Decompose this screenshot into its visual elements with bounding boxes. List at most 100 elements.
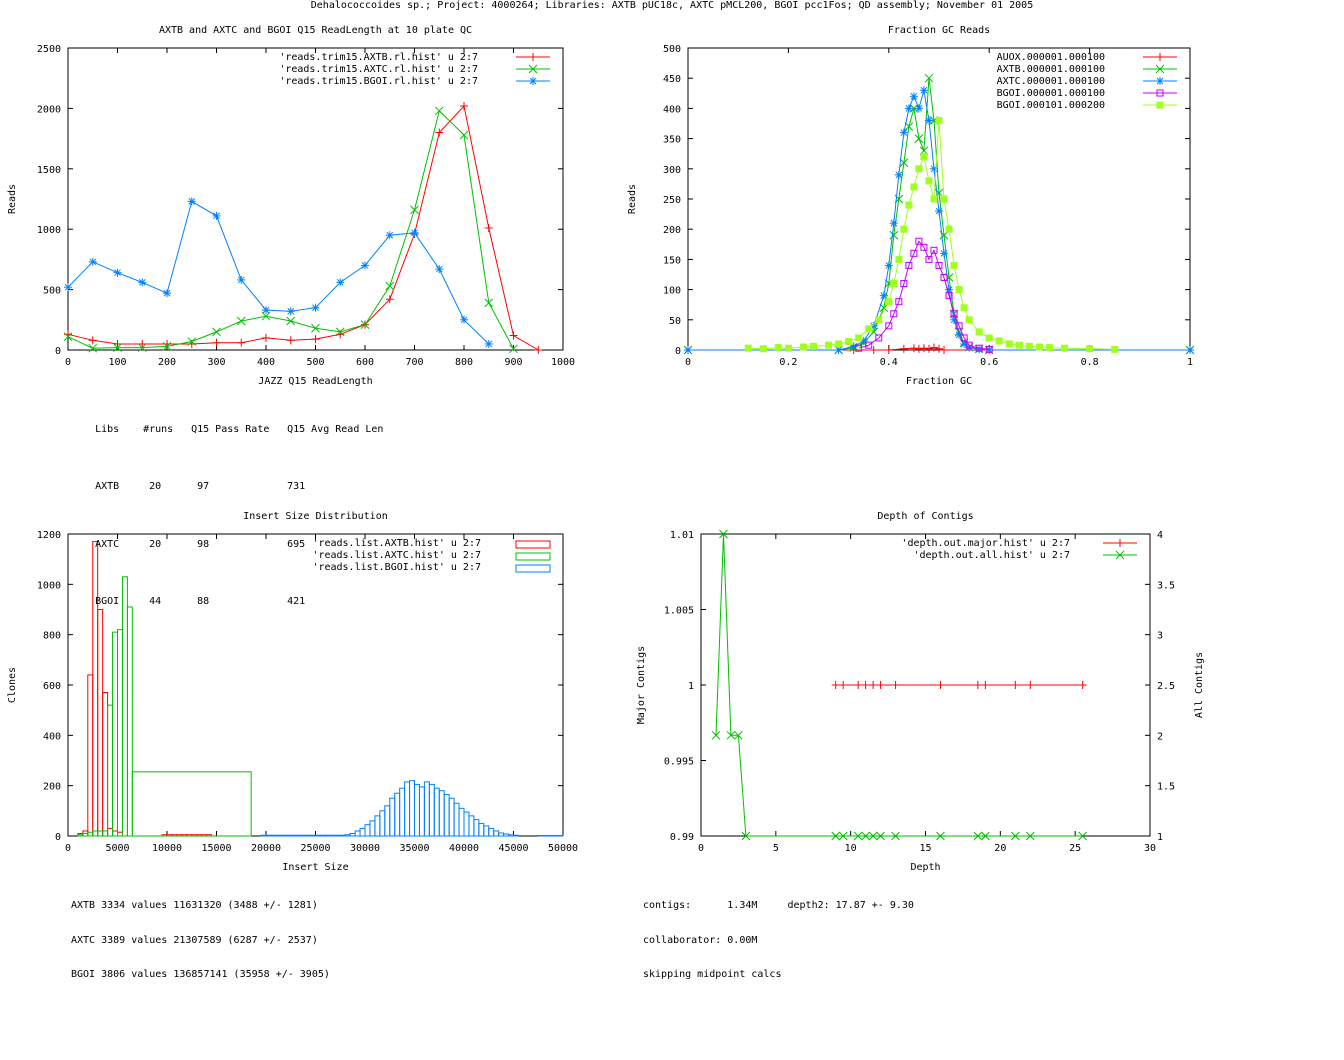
- chart2-series-4-point: [855, 344, 863, 352]
- chart4-series-1-point: [869, 681, 878, 689]
- chart2-series-4-point-box: [905, 261, 913, 269]
- chart3-series-3-bar: [473, 819, 480, 837]
- chart4-xtick-label: 20: [994, 843, 1006, 854]
- chart2-series-4-point-box: [975, 344, 983, 352]
- chart2-ytick-label: 150: [663, 255, 681, 266]
- chart2-series-3-legend-marker: [1156, 77, 1164, 85]
- chart1-series-3-point-d2: [287, 307, 295, 315]
- chart4-series-2-point: [973, 831, 983, 841]
- chart2-series-3-point: [884, 261, 893, 270]
- chart2-xlabel: Fraction GC: [906, 376, 972, 387]
- chart4-ylabel: Major Contigs: [636, 646, 647, 724]
- chart4-y2tick-label: 1.5: [1157, 782, 1175, 793]
- chart1-series-3-point-d2: [386, 231, 394, 239]
- chart1-series-2-point-d2: [137, 343, 147, 352]
- chart3-series-3-bar: [379, 810, 386, 837]
- chart2-series-5-point-box: [1061, 344, 1068, 352]
- chart2-series-5-point: [1061, 344, 1068, 352]
- chart4-xtick-label: 10: [845, 843, 857, 854]
- chart3-series-3-bar: [349, 832, 356, 837]
- chart3-series-1-bar: [97, 609, 104, 837]
- chart2-series-5-point-box: [890, 280, 898, 288]
- chart4-xlabel: Depth: [910, 862, 940, 873]
- chart3-title: Insert Size Distribution: [243, 511, 388, 522]
- chart1-series-2-point: [410, 205, 419, 215]
- chart2-series-2-point: [889, 230, 899, 240]
- chart2-series-4-point-box: [855, 344, 863, 352]
- chart2-series-2-point: [899, 158, 909, 168]
- chart2-series-5-point: [810, 342, 817, 350]
- chart3-series-3-bar: [414, 783, 420, 837]
- chart3-series-1-legend-swatch: [515, 540, 551, 549]
- chart3-series-3-bar: [285, 834, 292, 837]
- chart3-series-3-legend-swatch: [515, 564, 551, 573]
- chart2-series-5-point-box: [1035, 343, 1043, 351]
- depth-stats: contigs: 1.34M depth2: 17.87 +- 9.30 col…: [643, 877, 914, 992]
- chart4-series-2-point: [838, 831, 848, 841]
- chart4-ytick-label: 0.99: [670, 832, 694, 843]
- chart3-xlabel: Insert Size: [282, 862, 348, 873]
- chart1-series-3-point-d2: [138, 278, 146, 286]
- chart3-series-1-bar: [112, 830, 119, 837]
- chart2-series-3-point-d2: [905, 105, 913, 112]
- chart3-series-3-bar: [423, 781, 430, 837]
- chart3-series-3-bar: [305, 834, 312, 837]
- chart1-series-3-point-d2: [262, 306, 270, 314]
- chart1-series-1-point: [286, 336, 295, 345]
- chart1-series-3-point-d2: [312, 304, 319, 312]
- chart2-series-4-point-box: [885, 322, 893, 330]
- chart2-series-4-point: [875, 334, 883, 342]
- chart2-series-3-point-d2: [945, 286, 953, 293]
- chart1-xtick-label: 100: [108, 357, 126, 368]
- chart2-ytick-label: 500: [663, 44, 681, 55]
- chart3-ytick-label: 800: [43, 631, 61, 642]
- chart4-series-2-point: [868, 831, 878, 841]
- chart1-series-2-point-d2: [162, 342, 172, 351]
- chart2-series-5-point-box: [900, 225, 908, 233]
- chart3-series-3-bar: [270, 834, 277, 837]
- chart3-series-3-bar: [280, 834, 287, 837]
- chart2-series-1-point: [899, 344, 908, 353]
- chart3-series-2-bar: [87, 831, 94, 837]
- chart2-series-5-point: [955, 286, 963, 294]
- chart4-series-2-point: [831, 831, 841, 841]
- chart2-series-3-point: [879, 291, 888, 300]
- chart2-series-4-point: [975, 344, 983, 352]
- chart3-series-3-bar: [418, 786, 425, 837]
- chart1-series-1-point: [138, 339, 147, 348]
- chart4-series-2-point-d2: [741, 831, 751, 841]
- chart1-series-2-point: [434, 106, 444, 116]
- chart3-series-3-bar: [310, 834, 316, 837]
- chart2-series-5-point-box: [965, 316, 973, 324]
- chart2-series-4-point-box: [875, 334, 883, 342]
- chart3-series-2-bar: [112, 631, 119, 837]
- chart2-series-1-point: [909, 344, 918, 353]
- chart1-series-3-legend-marker: [529, 77, 537, 85]
- chart2-series-3-point-d2: [900, 129, 908, 136]
- chart2-series-5-point: [950, 261, 958, 269]
- chart2-series-5-point: [1015, 341, 1023, 349]
- chart1-series-2-point: [509, 344, 518, 354]
- chart2-series-5-point: [825, 341, 833, 349]
- chart1-series-3-point: [361, 261, 369, 270]
- chart4-xtick-label: 5: [773, 843, 779, 854]
- chart1-series-3-point-d2: [361, 262, 369, 269]
- chart2-series-4-point-box: [900, 280, 908, 288]
- chart1-series-2-point: [162, 342, 172, 351]
- chart4-series-2-point-d2: [1078, 831, 1088, 841]
- chart1-series-2-point-d2: [113, 343, 122, 352]
- chart4-series-2-point-d2: [981, 831, 990, 841]
- chart2-series-5-point-box: [950, 261, 958, 269]
- chart3-ytick-label: 1000: [37, 580, 61, 591]
- chart2-series-3-point: [919, 86, 928, 95]
- chart2-series-3-point-d2: [850, 343, 858, 350]
- chart3-xtick-label: 25000: [300, 843, 330, 854]
- chart2-series-5-point-box: [799, 343, 807, 351]
- chart3-series-3-bar: [389, 797, 396, 837]
- chart4-series-2-point-d2: [726, 730, 736, 740]
- chart2-series-3-point: [904, 104, 913, 113]
- chart4-xtick-label: 0: [698, 843, 704, 854]
- chart4-series-1-legend-marker: [1116, 539, 1124, 547]
- chart2-series-5-point: [900, 225, 908, 233]
- chart1-series-2-point-d2: [434, 106, 444, 116]
